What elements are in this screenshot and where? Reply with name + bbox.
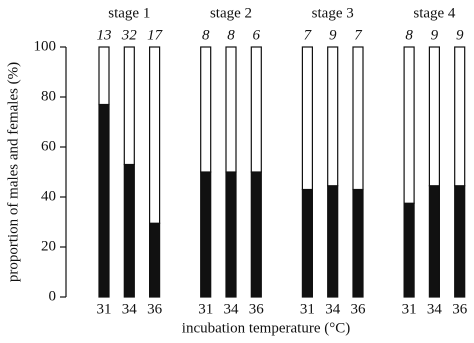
sample-size: 32 [121,27,138,43]
sample-size: 7 [354,27,363,43]
group-label: stage 1 [108,5,150,21]
sample-size: 9 [431,27,439,43]
bar-segment [428,46,440,187]
bar-segment [200,171,212,298]
y-tick-label: 100 [34,38,57,54]
bar-segment [149,46,161,224]
bar-segment [250,46,262,173]
x-tick-label: 31 [97,301,112,317]
bar-segment [327,46,339,187]
bar-segment [352,188,364,298]
y-tick-label: 0 [49,288,57,304]
bar-segment [454,185,466,298]
bar-segment [149,222,161,298]
sample-size: 9 [329,27,337,43]
bar-segment [327,185,339,298]
sample-size: 8 [202,27,210,43]
y-tick-label: 20 [41,238,56,254]
bar-segment [123,163,135,298]
y-tick-label: 80 [41,88,56,104]
bar-segment [403,202,415,298]
bar-segment [200,46,212,173]
group-label: stage 2 [210,5,252,21]
bar-segment [301,188,313,298]
sample-size: 8 [405,27,413,43]
sample-size: 6 [253,27,261,43]
bar-segment [403,46,415,204]
x-tick-label: 31 [402,301,417,317]
x-axis-label: incubation temperature (°C) [182,320,350,336]
y-axis-label: proportion of males and females (%) [5,62,21,282]
bar-segment [98,46,110,106]
x-tick-label: 34 [325,301,341,317]
x-tick-label: 34 [427,301,443,317]
bar-segment [225,171,237,298]
x-tick-label: 34 [224,301,240,317]
x-tick-label: 31 [198,301,213,317]
bar-segment [301,46,313,191]
sample-size: 8 [227,27,235,43]
bar-segment [428,185,440,298]
bar-segment [250,171,262,298]
x-tick-label: 36 [452,301,468,317]
x-tick-label: 31 [300,301,315,317]
bar-segment [123,46,135,166]
x-tick-label: 34 [122,301,138,317]
group-label: stage 4 [413,5,456,21]
sample-size: 7 [304,27,313,43]
y-tick-label: 40 [41,188,56,204]
x-tick-label: 36 [351,301,367,317]
bar-segment [352,46,364,191]
bar-segment [225,46,237,173]
sample-size: 17 [147,27,164,43]
y-tick-label: 60 [41,138,56,154]
x-tick-label: 36 [147,301,163,317]
bar-segment [98,103,110,298]
sample-size: 9 [456,27,464,43]
group-label: stage 3 [312,5,354,21]
sample-size: 13 [97,27,112,43]
bar-segment [454,46,466,187]
x-tick-label: 36 [249,301,265,317]
